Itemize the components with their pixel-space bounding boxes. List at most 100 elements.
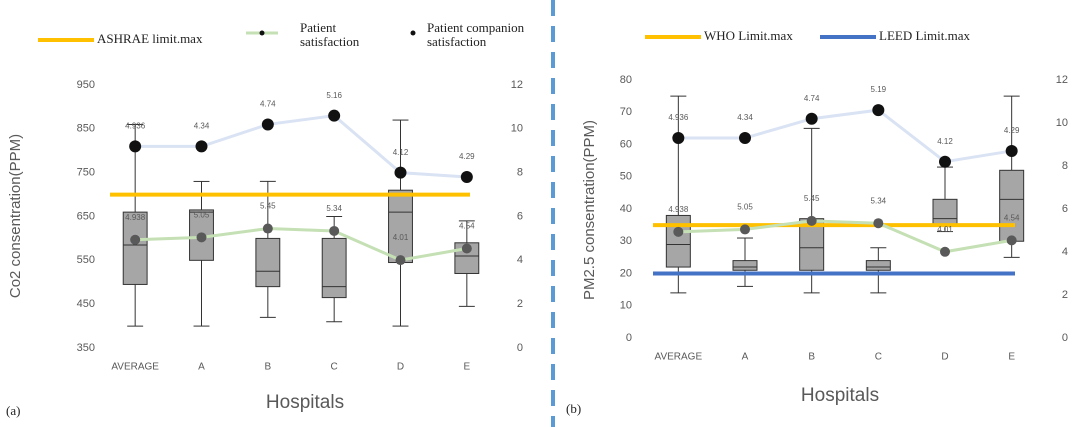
x-tick-label: B <box>808 352 815 363</box>
y-tick-label: 20 <box>620 267 632 279</box>
point <box>1006 235 1017 246</box>
box <box>999 169 1025 242</box>
y-tick-label: 850 <box>77 123 95 135</box>
data-label: 4.938 <box>668 205 689 214</box>
x-tick-label: AVERAGE <box>111 362 159 373</box>
y2-tick-label: 0 <box>1062 332 1068 344</box>
annotation: 4.74 <box>804 94 820 103</box>
y-tick-label: 550 <box>77 254 95 266</box>
annotation: 4.12 <box>393 148 409 157</box>
y-tick-label: 750 <box>77 167 95 179</box>
annotation: 4.936 <box>668 113 689 122</box>
data-label: 4.01 <box>393 233 409 242</box>
point <box>195 140 208 153</box>
y-tick-label: 350 <box>77 342 95 354</box>
y2-tick-label: 0 <box>517 342 523 354</box>
data-label: 5.34 <box>326 204 342 213</box>
point <box>740 224 750 235</box>
box <box>732 260 758 271</box>
x-tick-label: B <box>264 362 271 373</box>
data-label: 5.45 <box>260 202 276 211</box>
y-tick-label: 950 <box>77 79 95 91</box>
point <box>394 166 407 179</box>
point <box>395 255 406 266</box>
x-tick-label: AVERAGE <box>655 352 703 363</box>
box <box>799 218 825 271</box>
y-tick-label: 80 <box>620 74 632 86</box>
y-tick-label: 50 <box>620 171 632 183</box>
y2-tick-label: 2 <box>1062 289 1068 301</box>
point <box>739 132 751 145</box>
y2-tick-label: 12 <box>511 79 523 91</box>
annotation: 4.74 <box>260 100 276 109</box>
y2-tick-label: 12 <box>1056 74 1068 86</box>
data-label: 4.54 <box>1004 213 1020 222</box>
x-tick-label: A <box>742 352 749 363</box>
y-tick-label: 60 <box>620 138 632 150</box>
y-axis-title: PM2.5 consentration(PPM) <box>581 120 598 300</box>
y2-tick-label: 10 <box>511 123 523 135</box>
data-label: 4.938 <box>125 213 146 222</box>
point <box>939 155 951 168</box>
point <box>873 218 884 229</box>
y-axis-title: Co2 consentration(PPM) <box>7 134 24 298</box>
x-tick-label: A <box>198 362 205 373</box>
y-tick-label: 0 <box>626 332 632 344</box>
point <box>130 234 141 245</box>
legend-label: Patient companion satisfaction <box>427 20 525 49</box>
legend-marker <box>259 30 265 36</box>
y2-tick-label: 6 <box>517 210 523 222</box>
box <box>255 237 281 288</box>
y-tick-label: 650 <box>77 210 95 222</box>
annotation: 4.29 <box>459 152 475 161</box>
y2-tick-label: 4 <box>517 254 523 266</box>
x-tick-label: E <box>463 362 470 373</box>
legend-marker <box>410 30 416 36</box>
point <box>328 109 341 122</box>
x-axis-title: Hospitals <box>801 385 879 406</box>
y-tick-label: 10 <box>620 300 632 312</box>
box <box>122 211 148 285</box>
point <box>672 132 685 145</box>
series-line <box>135 114 467 179</box>
point <box>129 140 142 153</box>
data-label: 5.05 <box>194 210 210 219</box>
point <box>1005 144 1018 157</box>
point <box>262 223 273 234</box>
panel-label: (a) <box>6 403 20 418</box>
legend-label: WHO Limit.max <box>704 28 793 43</box>
point <box>329 225 340 236</box>
annotation: 4.936 <box>125 121 146 130</box>
point <box>460 171 473 184</box>
y-tick-label: 70 <box>620 106 632 118</box>
y-tick-label: 40 <box>620 203 632 215</box>
y2-tick-label: 8 <box>517 167 523 179</box>
x-axis-title: Hospitals <box>266 392 344 413</box>
legend-label: Patient satisfaction <box>300 20 360 49</box>
data-label: 4.54 <box>459 222 475 231</box>
box <box>388 189 413 264</box>
data-label: 4.01 <box>937 225 953 234</box>
y2-tick-label: 6 <box>1062 203 1068 215</box>
point <box>196 232 207 243</box>
annotation: 5.16 <box>326 91 342 100</box>
box <box>865 260 891 271</box>
series-line <box>678 108 1012 164</box>
annotation: 4.29 <box>1004 126 1020 135</box>
y2-tick-label: 2 <box>517 298 523 310</box>
series-line <box>135 227 468 262</box>
annotation: 4.34 <box>194 121 210 130</box>
box <box>321 237 347 299</box>
x-tick-label: D <box>397 362 404 373</box>
data-label: 5.45 <box>804 194 820 203</box>
point <box>805 112 818 125</box>
box <box>932 198 958 226</box>
panel-label: (b) <box>566 401 581 416</box>
y2-tick-label: 4 <box>1062 246 1068 258</box>
point <box>461 243 472 254</box>
y-tick-label: 30 <box>620 235 632 247</box>
annotation: 5.19 <box>871 85 887 94</box>
y-tick-label: 450 <box>77 298 95 310</box>
